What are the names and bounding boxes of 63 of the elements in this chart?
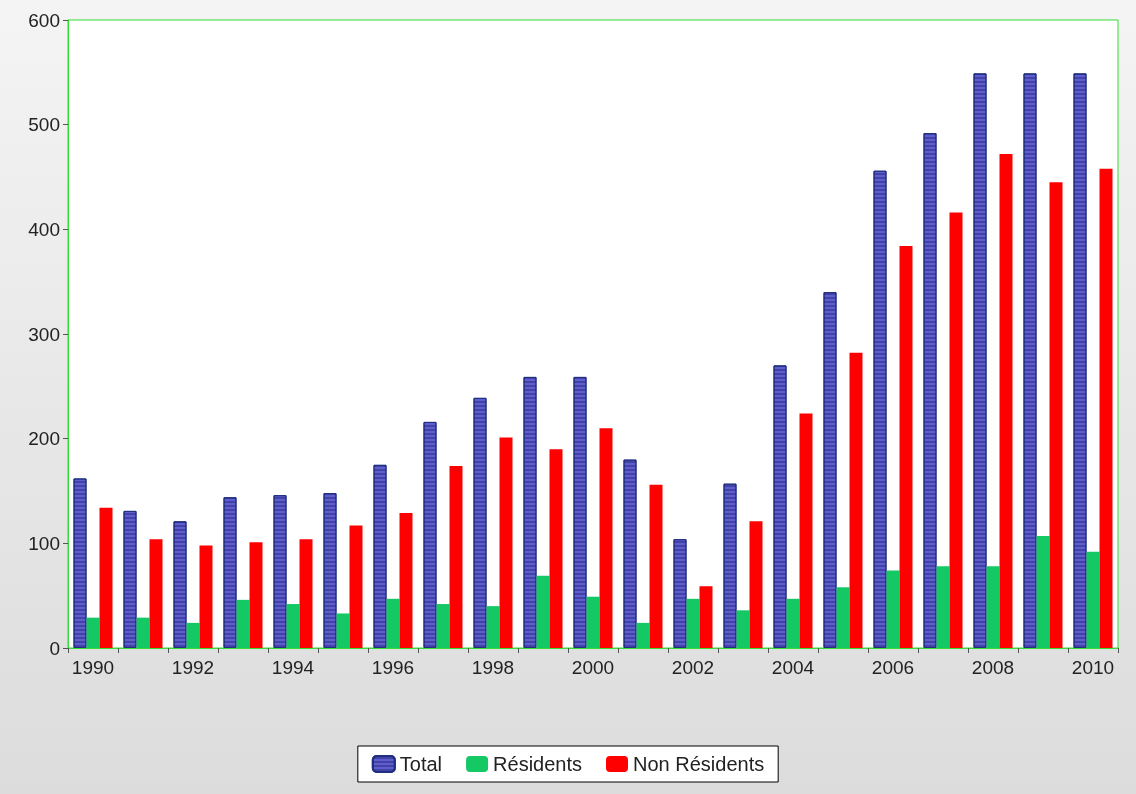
y-tick-label: 0 [49,637,60,659]
bar [136,617,150,648]
bar [599,428,613,648]
bar [1086,551,1100,648]
bar [636,622,650,648]
bar [799,413,813,648]
x-tick-label: 2006 [871,657,915,678]
x-tick-label: 1996 [371,657,415,678]
y-tick-label: 100 [28,532,60,554]
bar [549,449,563,648]
bar [849,352,863,648]
bar [986,566,1000,648]
legend-label: Résidents [493,753,582,775]
bar [249,542,263,648]
x-tick-label: 2000 [571,657,615,678]
bar [899,246,913,648]
bar [336,613,350,648]
bar [649,484,663,648]
y-tick-label: 400 [28,218,60,240]
y-tick-label: 300 [28,323,60,345]
bar [999,153,1013,648]
bar [386,598,400,648]
x-tick-label: 1990 [71,657,115,678]
bar [749,521,763,648]
x-tick-label: 2002 [671,657,715,678]
bar [1036,536,1050,648]
bar [199,545,213,648]
bar [786,598,800,648]
bar [99,507,113,648]
bar [886,570,900,648]
y-tick-label: 200 [28,428,60,450]
x-tick-label: 2010 [1071,657,1115,678]
x-tick-label: 1992 [171,657,215,678]
bar [299,539,313,648]
bar [686,598,700,648]
bar [349,525,363,648]
bar [499,437,513,648]
bar [186,622,200,648]
bar [936,566,950,648]
bar [149,539,163,648]
bar [699,586,713,648]
x-tick-label: 1994 [271,657,315,678]
bar [436,604,450,648]
bar [836,587,850,648]
bar [449,465,463,648]
x-tick-label: 2008 [971,657,1015,678]
bar [286,604,300,648]
bar [1049,182,1063,648]
y-tick-label: 600 [28,9,60,31]
bar [86,617,100,648]
x-tick-label: 1998 [471,657,515,678]
bar [399,512,413,648]
x-tick-label: 2004 [771,657,815,678]
legend-label: Non Résidents [633,753,765,775]
bar [486,606,500,648]
y-tick-label: 500 [28,114,60,136]
bar [586,596,600,648]
bar [536,575,550,648]
bar [949,212,963,648]
legend-label: Total [399,753,443,775]
bar [1099,168,1113,648]
bar [736,610,750,648]
bar [236,599,250,648]
